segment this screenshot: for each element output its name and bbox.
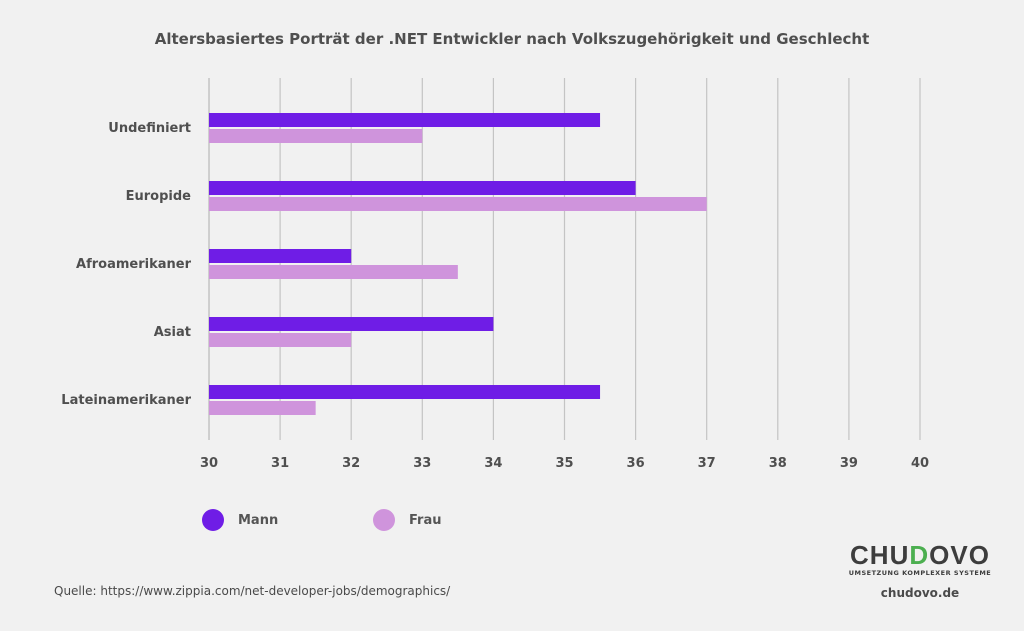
x-tick-label: 35	[555, 456, 573, 471]
bar-frau	[209, 401, 316, 415]
x-tick-label: 37	[698, 456, 716, 471]
x-tick-label: 40	[911, 456, 929, 471]
bar-chart: 30 31 32 33 34 35 36 37 38 39 40 Undefiniert Europid…	[61, 78, 929, 471]
logo-wordmark-part: CHU	[850, 540, 910, 570]
bar-frau	[209, 265, 458, 279]
x-tick-label: 32	[342, 456, 360, 471]
logo-wordmark-accent: D	[909, 540, 930, 570]
x-tick-label: 39	[840, 456, 858, 471]
category-label: Europide	[126, 189, 192, 204]
chart-title: Altersbasiertes Porträt der .NET Entwick…	[154, 30, 870, 48]
legend-swatch-frau	[373, 509, 395, 531]
chudovo-logo: CHUDOVO UMSETZUNG KOMPLEXER SYSTEME	[845, 542, 995, 577]
legend-label-frau: Frau	[409, 512, 442, 528]
legend-item-frau: Frau	[373, 509, 442, 531]
bar-mann	[209, 113, 601, 127]
bar-mann	[209, 181, 636, 195]
x-tick-label: 31	[271, 456, 289, 471]
bar-mann	[209, 249, 352, 263]
x-tick-label: 38	[769, 456, 787, 471]
bar-mann	[209, 317, 494, 331]
legend-swatch-mann	[202, 509, 224, 531]
x-tick-label: 34	[484, 456, 502, 471]
website-link[interactable]: chudovo.de	[880, 586, 960, 600]
bar-frau	[209, 333, 352, 347]
category-label: Undefiniert	[108, 121, 191, 136]
bar-frau	[209, 129, 423, 143]
legend-label-mann: Mann	[238, 512, 279, 528]
category-label: Lateinamerikaner	[61, 393, 191, 408]
bar-frau	[209, 197, 707, 211]
bar-mann	[209, 385, 601, 399]
logo-wordmark: CHUDOVO	[845, 542, 995, 568]
logo-wordmark-part: OVO	[929, 540, 990, 570]
legend-item-mann: Mann	[202, 509, 278, 531]
category-label: Asiat	[154, 325, 191, 340]
x-tick-label: 36	[627, 456, 645, 471]
x-tick-label: 30	[200, 456, 218, 471]
logo-tagline: UMSETZUNG KOMPLEXER SYSTEME	[848, 569, 992, 577]
category-label: Afroamerikaner	[76, 257, 192, 272]
source-note: Quelle: https://www.zippia.com/net-devel…	[54, 584, 451, 598]
x-tick-label: 33	[413, 456, 431, 471]
